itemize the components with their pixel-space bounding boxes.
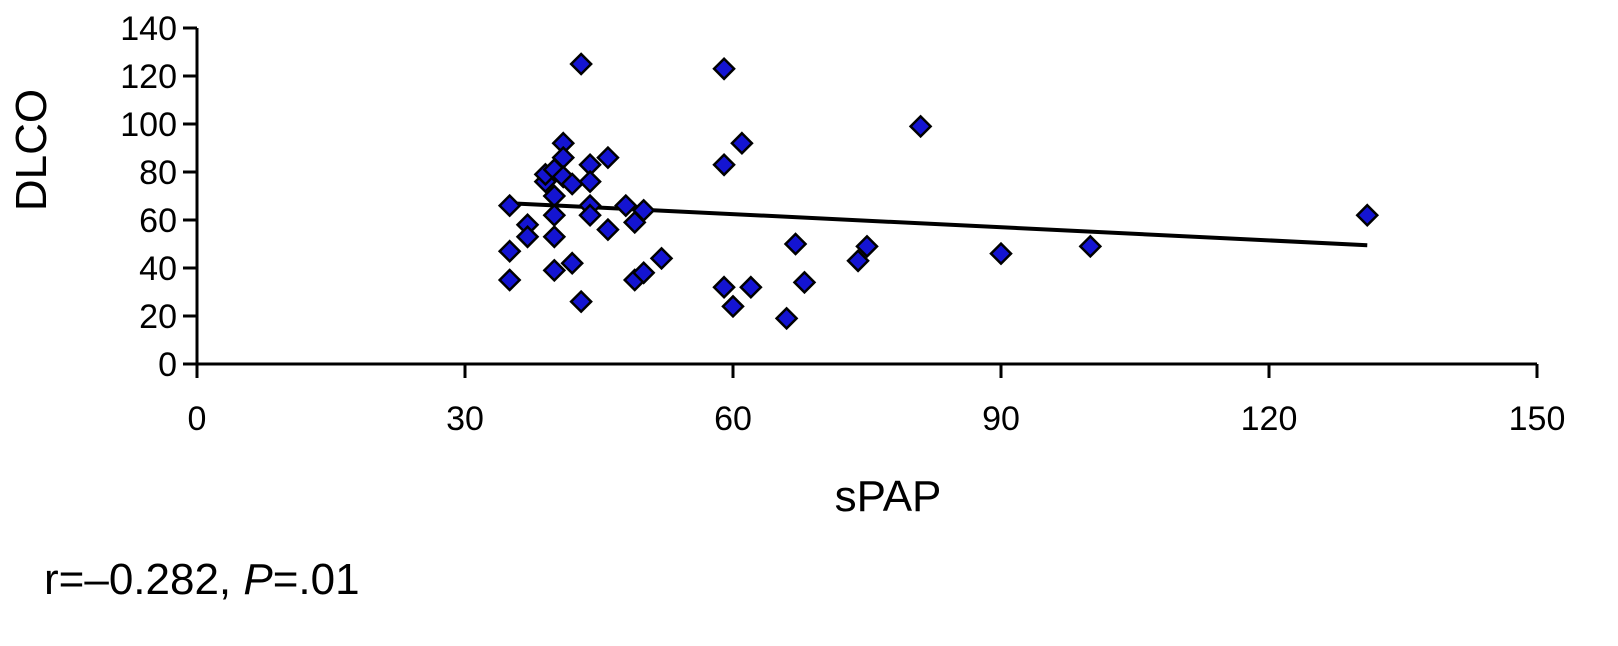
x-tick-label: 150 [1509,400,1566,438]
data-point [712,153,736,177]
data-point [614,193,638,218]
axes [195,28,1537,366]
data-point [542,203,567,227]
data-point [721,294,745,319]
y-tick-label: 40 [139,250,177,288]
data-point [1355,203,1380,227]
data-point [560,172,584,196]
data-point [497,268,522,292]
ticks: 0 20 40 60 80 100 120 140 0 30 60 90 120 150 [120,10,1565,438]
y-tick-label: 140 [120,10,177,48]
data-point [542,258,567,283]
data-point [908,114,933,139]
data-point [712,275,736,299]
x-tick-label: 30 [446,400,484,438]
data-point [497,239,522,263]
correlation-prefix: r=–0.282, [44,555,244,604]
y-tick-label: 100 [120,106,177,144]
data-point [631,198,656,223]
y-axis-title: DLCO [7,89,56,211]
data-point [596,145,620,170]
data-point [792,270,817,295]
data-point [578,169,602,194]
data-point [569,52,593,76]
data-point [774,306,799,331]
data-point [569,289,593,314]
data-point [846,249,870,273]
data-points [497,52,1380,331]
x-tick-label: 0 [188,400,207,438]
x-tick-label: 120 [1241,400,1298,438]
data-point [649,246,674,271]
y-tick-label: 120 [120,58,177,96]
y-tick-label: 0 [158,346,177,384]
data-point [560,251,584,275]
data-point [989,241,1013,266]
data-point [631,261,656,285]
data-point [1078,234,1103,259]
data-point [739,275,763,299]
data-point [515,225,540,249]
data-point [578,203,602,227]
correlation-annotation: r=–0.282, P=.01 [44,558,360,602]
data-point [783,232,808,256]
data-point [542,225,567,249]
data-point [497,193,522,218]
y-tick-label: 20 [139,298,177,336]
data-point [730,131,754,155]
data-point [855,234,879,259]
data-point [712,57,736,81]
y-tick-label: 80 [139,154,177,192]
y-tick-label: 60 [139,202,177,240]
p-value-suffix: =.01 [272,555,360,604]
x-tick-label: 60 [714,400,752,438]
data-point [596,217,620,242]
p-value-letter: P [243,555,273,604]
x-tick-label: 90 [982,400,1020,438]
x-axis-title: sPAP [835,472,942,521]
